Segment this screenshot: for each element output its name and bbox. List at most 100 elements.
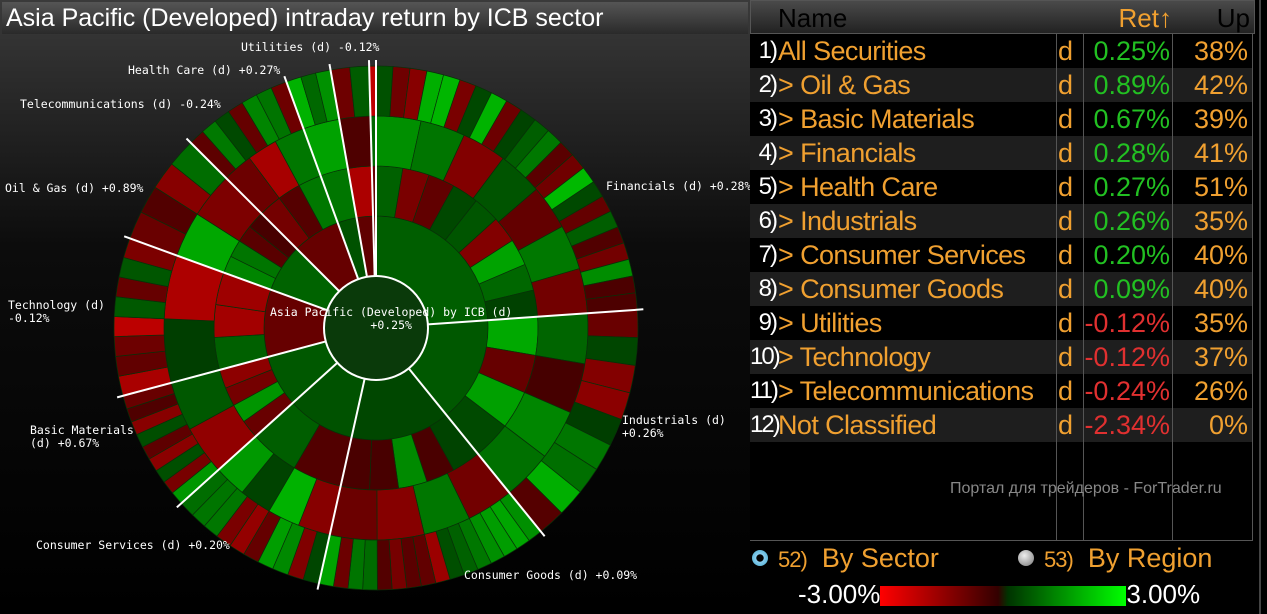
table-row[interactable]: 5) > Health Care d 0.27% 51% [750,170,1252,204]
row-number[interactable]: 1) [758,37,778,64]
col-up[interactable]: Up [1216,3,1250,33]
row-name[interactable]: > Financials [778,138,916,168]
sunburst-panel: Asia Pacific (Developed) intraday return… [0,0,752,614]
row-number[interactable]: 9) [758,309,778,336]
row-number[interactable]: 4) [758,139,778,166]
row-ret: 0.20% [1093,240,1170,270]
row-name[interactable]: Not Classified [778,410,937,440]
row-name[interactable]: > Basic Materials [778,104,975,134]
table-row[interactable]: 4) > Financials d 0.28% 41% [750,136,1252,170]
by-region-option[interactable]: 53) By Region [1044,542,1212,576]
row-number[interactable]: 10) [750,343,781,370]
by-sector-option[interactable]: 52) By Sector [778,542,939,576]
row-up: 26% [1193,376,1248,406]
option-number: 53) [1044,547,1074,572]
row-number[interactable]: 6) [758,207,778,234]
by-sector-radio[interactable] [752,550,768,566]
row-period: d [1058,342,1074,372]
row-name[interactable]: > Industrials [778,206,917,236]
row-name[interactable]: > Oil & Gas [778,70,911,100]
col-name[interactable]: Name [778,3,848,33]
table-row[interactable]: 10) > Technology d -0.12% 37% [750,340,1252,374]
row-number[interactable]: 11) [750,377,779,404]
table-row[interactable]: 12) Not Classified d -2.34% 0% [750,408,1252,442]
center-name: Asia Pacific (Developed) by ICB (d) [270,305,513,319]
row-period: d [1058,172,1074,202]
table-row[interactable]: 6) > Industrials d 0.26% 35% [750,204,1252,238]
row-number[interactable]: 3) [758,105,778,132]
label-utilities[interactable]: Utilities (d) -0.12% [241,40,380,54]
row-name[interactable]: > Utilities [778,308,882,338]
table-row[interactable]: 7) > Consumer Services d 0.20% 40% [750,238,1252,272]
row-ret: 0.09% [1093,274,1170,304]
table-row[interactable]: 2) > Oil & Gas d 0.89% 42% [750,68,1252,102]
option-label: By Sector [821,543,939,573]
sector-divider [185,137,340,292]
row-ret: -2.34% [1084,410,1170,440]
row-ret: 0.27% [1093,172,1170,202]
segment-industrials[interactable] [535,312,589,365]
sector-divider [407,367,546,537]
row-number[interactable]: 7) [758,241,778,268]
sector-table-panel: Name Ret↑ Up 1) All Securities d 0.25% 38% 2)… [750,0,1267,614]
sunburst-chart [113,60,644,591]
row-number[interactable]: 5) [758,173,778,200]
label-industrials[interactable]: Industrials (d) +0.26% [622,414,726,440]
basic-ret: (d) +0.67% [30,436,100,450]
table-row[interactable]: 9) > Utilities d -0.12% 35% [750,306,1252,340]
row-period: d [1058,240,1074,270]
row-name[interactable]: > Consumer Services [778,240,1026,270]
row-period: d [1058,206,1074,236]
sector-divider [123,235,328,312]
col-ret[interactable]: Ret↑ [1118,3,1172,33]
row-period: d [1058,104,1074,134]
row-name[interactable]: > Telecommunications [778,376,1034,406]
chart-title: Asia Pacific (Developed) intraday return… [2,2,748,34]
legend-gradient [880,586,1127,606]
sector-divider [427,308,644,326]
divider [1056,34,1057,540]
row-number[interactable]: 8) [758,275,778,302]
scrollbar[interactable] [1259,0,1261,614]
label-consumer-services[interactable]: Consumer Services (d) +0.20% [36,538,230,552]
row-number[interactable]: 2) [758,71,778,98]
label-telecom[interactable]: Telecommunications (d) -0.24% [20,97,221,111]
sector-divider [367,60,376,277]
label-technology[interactable]: Technology (d) -0.12% [8,299,105,325]
row-ret: 0.67% [1093,104,1170,134]
row-period: d [1058,138,1074,168]
row-period: d [1058,308,1074,338]
row-ret: 0.25% [1093,36,1170,66]
watermark: Портал для трейдеров - ForTrader.ru [950,480,1222,497]
label-consumer-goods[interactable]: Consumer Goods (d) +0.09% [464,568,638,582]
row-name[interactable]: > Technology [778,342,931,372]
row-number[interactable]: 12) [750,411,781,438]
table-row[interactable]: 11) > Telecommunications d -0.24% 26% [750,374,1252,408]
table-row[interactable]: 1) All Securities d 0.25% 38% [750,34,1252,68]
segment-technology[interactable] [113,316,165,337]
table-row[interactable]: 3) > Basic Materials d 0.67% 39% [750,102,1252,136]
by-region-radio[interactable] [1018,550,1034,566]
sector-divider [328,63,368,277]
label-health-care[interactable]: Health Care (d) +0.27% [128,63,281,77]
row-name[interactable]: > Health Care [778,172,938,202]
row-period: d [1058,70,1074,100]
label-oil-gas[interactable]: Oil & Gas (d) +0.89% [5,181,144,195]
ind-ret: +0.26% [622,426,664,440]
row-ret: -0.24% [1084,376,1170,406]
label-financials[interactable]: Financials (d) +0.28% [606,179,752,193]
row-period: d [1058,376,1074,406]
option-number: 52) [778,547,808,572]
row-up: 40% [1193,240,1248,270]
row-name[interactable]: All Securities [778,36,926,66]
table-row[interactable]: 8) > Consumer Goods d 0.09% 40% [750,272,1252,306]
divider [750,540,1253,541]
row-period: d [1058,274,1074,304]
row-name[interactable]: > Consumer Goods [778,274,1004,304]
sector-divider [316,378,366,590]
row-ret: 0.28% [1093,138,1170,168]
segment-industrials[interactable] [587,309,639,339]
sector-divider [116,340,327,399]
label-basic-materials[interactable]: Basic Materials (d) +0.67% [30,424,134,450]
row-up: 42% [1193,70,1248,100]
